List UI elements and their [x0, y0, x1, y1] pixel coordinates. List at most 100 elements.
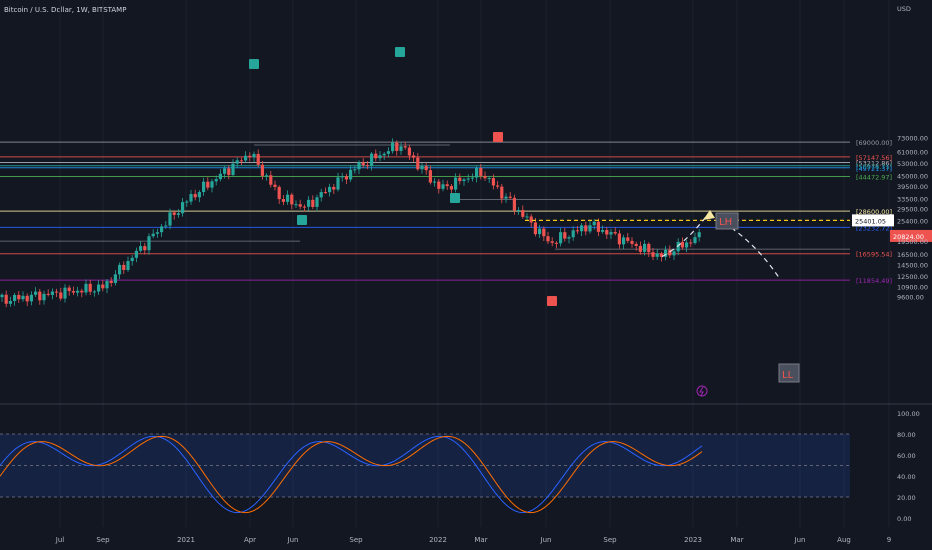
candle-body [609, 232, 613, 235]
price-tick-label: 14500.00 [897, 261, 928, 269]
price-tick-label: 10900.00 [897, 284, 928, 292]
candle-body [647, 243, 651, 253]
candle-body [613, 232, 617, 234]
candle-body [689, 242, 693, 244]
price-tick-label: 61000.00 [897, 149, 928, 157]
candle-body [676, 241, 680, 252]
candle-body [697, 232, 701, 238]
candle-body [601, 230, 605, 232]
candle-body [290, 194, 294, 205]
candle-body [617, 233, 621, 245]
level-label: [50976.71] [856, 163, 892, 171]
price-tick-label: 53000.00 [897, 160, 928, 168]
candle-body [651, 252, 655, 257]
candle-body [298, 204, 302, 207]
projection-arrow [703, 210, 715, 220]
candle-body [13, 294, 17, 301]
candle-body [441, 184, 445, 189]
candle-body [206, 181, 210, 188]
candle-body [269, 175, 273, 185]
candle-body [365, 165, 369, 167]
price-tick-label: 45000.00 [897, 173, 928, 181]
oscillator-panel: 100.00 80.00 60.00 40.00 20.00 0.00 [0, 403, 932, 523]
level-label: [44472.97] [856, 174, 892, 182]
candle-body [189, 194, 193, 202]
time-tick-label: 2023 [684, 536, 702, 544]
candle-body [244, 155, 248, 161]
candle-body [71, 291, 75, 293]
lh-label: LH [719, 217, 732, 228]
candle-body [370, 153, 374, 166]
candle-body [193, 194, 197, 198]
candle-body [248, 155, 252, 158]
candle-body [353, 169, 357, 171]
candle-body [357, 162, 361, 170]
candle-body [638, 245, 642, 252]
candle-body [76, 290, 80, 293]
candle-body [273, 184, 277, 187]
price-tick-label: 12500.00 [897, 273, 928, 281]
level-label: [23232.72] [856, 224, 892, 232]
candle-body [46, 293, 50, 295]
candle-body [235, 160, 239, 164]
chart-title: Bitcoin / U.S. Dollar, 1W, BITSTAMP [4, 6, 127, 14]
candle-body [437, 181, 441, 189]
candle-body [386, 151, 390, 154]
candle-body [475, 167, 479, 178]
candle-body [223, 168, 227, 174]
candle-body [197, 192, 201, 198]
candle-body [643, 243, 647, 252]
candle-body [521, 210, 525, 217]
candle-body [538, 228, 542, 235]
candle-body [529, 216, 533, 223]
candle-body [500, 186, 504, 199]
candle-body [580, 225, 584, 232]
price-tick-label: 25400.00 [897, 217, 928, 225]
candle-body [155, 232, 159, 234]
osc-tick-label: 0.00 [897, 515, 911, 523]
price-tick-label: 16500.00 [897, 251, 928, 259]
candle-body [55, 291, 59, 293]
candle-body [542, 228, 546, 237]
candle-body [218, 173, 222, 180]
candle-body [0, 294, 4, 298]
price-tick-label: 33500.00 [897, 196, 928, 204]
level-label: [28600.00] [856, 208, 892, 216]
candle-body [487, 178, 491, 180]
candle-body [332, 186, 336, 190]
candles [0, 138, 701, 308]
candle-body [176, 213, 180, 215]
lightning-icon [696, 385, 708, 397]
candle-body [416, 157, 420, 170]
candle-body [550, 241, 554, 243]
level-label: [16595.54] [856, 251, 892, 259]
time-tick-label: 9 [887, 536, 891, 544]
pivot-marker [297, 215, 307, 225]
lightning-bolt [699, 386, 704, 397]
candle-body [349, 169, 353, 180]
candle-body [361, 162, 365, 166]
currency-label: USD [897, 5, 911, 13]
candle-body [164, 225, 168, 227]
osc-tick-label: 40.00 [897, 473, 916, 481]
candle-body [252, 153, 256, 158]
candle-body [420, 166, 424, 170]
candle-body [470, 177, 474, 179]
candle-body [122, 264, 126, 270]
candle-body [428, 170, 432, 183]
price-axis: 73000.00 61000.00 53000.00 45000.00 39500.00… [897, 135, 928, 302]
time-tick-label: Sep [603, 536, 617, 544]
pivot-marker [493, 132, 503, 142]
candle-body [567, 237, 571, 239]
lh-box [715, 212, 739, 230]
candle-body [302, 206, 306, 208]
candle-body [25, 295, 29, 302]
grid [59, 0, 890, 527]
level-label: [53212.86] [856, 159, 892, 167]
candle-body [344, 176, 348, 180]
candle-body [118, 264, 122, 275]
candle-body [139, 246, 143, 251]
candle-body [109, 280, 113, 284]
candle-body [630, 240, 634, 244]
